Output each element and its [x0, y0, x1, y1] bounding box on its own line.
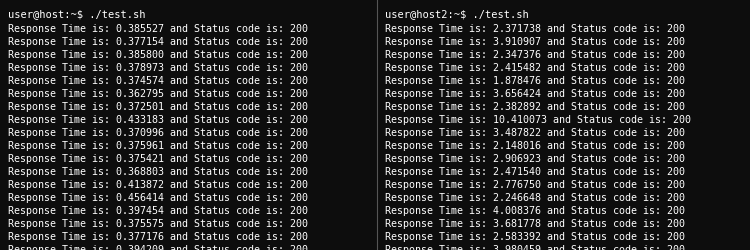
Text: Response Time is: 0.375421 and Status code is: 200: Response Time is: 0.375421 and Status co…	[8, 154, 308, 164]
Text: Response Time is: 0.374574 and Status code is: 200: Response Time is: 0.374574 and Status co…	[8, 76, 308, 86]
Text: Response Time is: 10.410073 and Status code is: 200: Response Time is: 10.410073 and Status c…	[385, 115, 691, 125]
Text: Response Time is: 0.375961 and Status code is: 200: Response Time is: 0.375961 and Status co…	[8, 141, 308, 151]
Text: user@host:~$ ./test.sh: user@host:~$ ./test.sh	[8, 9, 145, 19]
Text: Response Time is: 3.656424 and Status code is: 200: Response Time is: 3.656424 and Status co…	[385, 89, 685, 99]
Text: Response Time is: 0.397454 and Status code is: 200: Response Time is: 0.397454 and Status co…	[8, 206, 308, 216]
Text: Response Time is: 3.980459 and Status code is: 200: Response Time is: 3.980459 and Status co…	[385, 245, 685, 250]
Text: Response Time is: 2.246648 and Status code is: 200: Response Time is: 2.246648 and Status co…	[385, 193, 685, 203]
Text: Response Time is: 3.910907 and Status code is: 200: Response Time is: 3.910907 and Status co…	[385, 37, 685, 47]
Text: user@host2:~$ ./test.sh: user@host2:~$ ./test.sh	[385, 9, 529, 19]
Text: Response Time is: 0.375575 and Status code is: 200: Response Time is: 0.375575 and Status co…	[8, 219, 308, 229]
Text: Response Time is: 0.377154 and Status code is: 200: Response Time is: 0.377154 and Status co…	[8, 37, 308, 47]
Text: Response Time is: 2.471540 and Status code is: 200: Response Time is: 2.471540 and Status co…	[385, 167, 685, 177]
Text: Response Time is: 0.377176 and Status code is: 200: Response Time is: 0.377176 and Status co…	[8, 232, 308, 242]
Text: Response Time is: 3.681778 and Status code is: 200: Response Time is: 3.681778 and Status co…	[385, 219, 685, 229]
Text: Response Time is: 0.372501 and Status code is: 200: Response Time is: 0.372501 and Status co…	[8, 102, 308, 112]
Text: Response Time is: 0.362795 and Status code is: 200: Response Time is: 0.362795 and Status co…	[8, 89, 308, 99]
Text: Response Time is: 2.415482 and Status code is: 200: Response Time is: 2.415482 and Status co…	[385, 63, 685, 73]
Text: Response Time is: 2.347376 and Status code is: 200: Response Time is: 2.347376 and Status co…	[385, 50, 685, 60]
Text: Response Time is: 0.378973 and Status code is: 200: Response Time is: 0.378973 and Status co…	[8, 63, 308, 73]
Text: Response Time is: 0.385800 and Status code is: 200: Response Time is: 0.385800 and Status co…	[8, 50, 308, 60]
Text: Response Time is: 2.583392 and Status code is: 200: Response Time is: 2.583392 and Status co…	[385, 232, 685, 242]
Text: Response Time is: 0.385527 and Status code is: 200: Response Time is: 0.385527 and Status co…	[8, 24, 308, 34]
Text: Response Time is: 1.878476 and Status code is: 200: Response Time is: 1.878476 and Status co…	[385, 76, 685, 86]
Text: Response Time is: 0.368803 and Status code is: 200: Response Time is: 0.368803 and Status co…	[8, 167, 308, 177]
Text: Response Time is: 0.456414 and Status code is: 200: Response Time is: 0.456414 and Status co…	[8, 193, 308, 203]
Text: Response Time is: 0.394209 and Status code is: 200: Response Time is: 0.394209 and Status co…	[8, 245, 308, 250]
Text: Response Time is: 3.487822 and Status code is: 200: Response Time is: 3.487822 and Status co…	[385, 128, 685, 138]
Text: Response Time is: 2.371738 and Status code is: 200: Response Time is: 2.371738 and Status co…	[385, 24, 685, 34]
Text: Response Time is: 2.382892 and Status code is: 200: Response Time is: 2.382892 and Status co…	[385, 102, 685, 112]
Text: Response Time is: 2.148016 and Status code is: 200: Response Time is: 2.148016 and Status co…	[385, 141, 685, 151]
Text: Response Time is: 4.008376 and Status code is: 200: Response Time is: 4.008376 and Status co…	[385, 206, 685, 216]
Text: Response Time is: 2.776750 and Status code is: 200: Response Time is: 2.776750 and Status co…	[385, 180, 685, 190]
Text: Response Time is: 0.370996 and Status code is: 200: Response Time is: 0.370996 and Status co…	[8, 128, 308, 138]
Text: Response Time is: 2.906923 and Status code is: 200: Response Time is: 2.906923 and Status co…	[385, 154, 685, 164]
Text: Response Time is: 0.413872 and Status code is: 200: Response Time is: 0.413872 and Status co…	[8, 180, 308, 190]
Text: Response Time is: 0.433183 and Status code is: 200: Response Time is: 0.433183 and Status co…	[8, 115, 308, 125]
